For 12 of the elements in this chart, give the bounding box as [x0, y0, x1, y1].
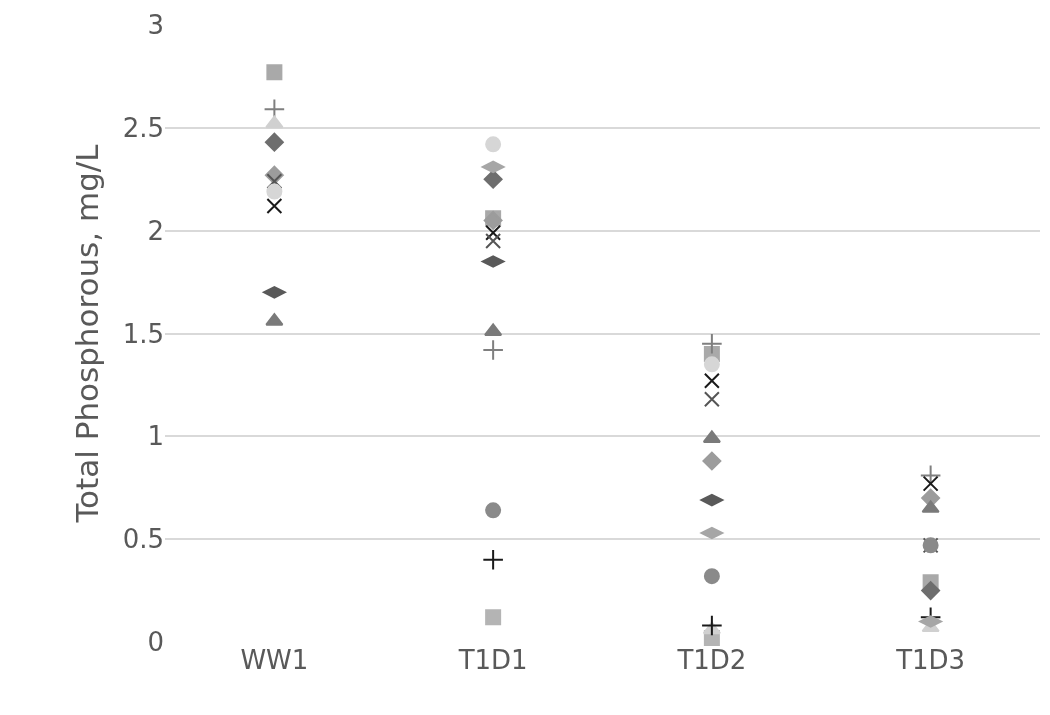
- x-tick-label: T1D3: [895, 645, 966, 675]
- x-tick-label: T1D2: [676, 645, 747, 675]
- y-tick-label: 1.5: [122, 318, 164, 349]
- y-tick-label: 1: [147, 421, 164, 452]
- y-tick-label: 3: [147, 10, 164, 41]
- y-tick-label: 2: [147, 215, 164, 246]
- y-tick-label: 2.5: [122, 112, 164, 143]
- y-tick-label: 0: [147, 627, 164, 658]
- y-tick-label: 0.5: [122, 524, 164, 555]
- x-tick-label: T1D1: [457, 645, 528, 675]
- x-tick-label: WW1: [240, 645, 309, 675]
- y-axis-title: Total Phosphorous, mg/L: [69, 143, 106, 524]
